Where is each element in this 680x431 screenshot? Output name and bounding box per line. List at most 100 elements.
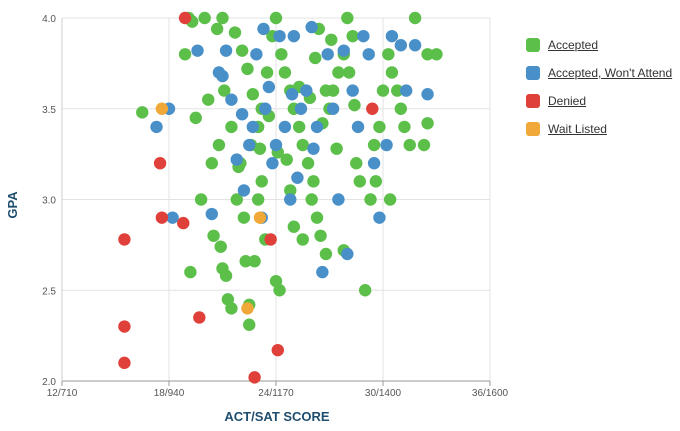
point-accepted	[275, 48, 288, 61]
point-accepted-won-t-attend	[246, 120, 260, 134]
point-accepted	[342, 66, 356, 79]
point-accepted	[350, 157, 363, 170]
point-accepted	[235, 44, 249, 57]
point-accepted	[330, 142, 343, 155]
point-accepted	[346, 29, 359, 43]
point-accepted-won-t-attend	[321, 48, 334, 61]
legend-item-denied[interactable]: Denied	[526, 87, 672, 115]
point-denied	[118, 356, 131, 370]
point-accepted-won-t-attend	[346, 84, 359, 97]
legend-swatch-denied	[526, 94, 540, 108]
point-accepted-won-t-attend	[266, 157, 279, 170]
point-accepted	[296, 138, 309, 152]
point-accepted	[251, 193, 265, 206]
point-wait-listed	[241, 302, 254, 315]
chart-axes	[61, 18, 491, 386]
legend-swatch-wait-listed	[526, 122, 540, 136]
point-accepted	[210, 22, 224, 36]
point-denied	[193, 311, 206, 324]
point-accepted-won-t-attend	[237, 184, 251, 197]
point-accepted-won-t-attend	[230, 153, 243, 166]
point-accepted	[216, 11, 229, 25]
point-accepted	[255, 175, 268, 188]
point-accepted-won-t-attend	[273, 29, 286, 43]
point-accepted-won-t-attend	[307, 142, 320, 155]
legend-item-accepted[interactable]: Accepted	[526, 31, 672, 59]
legend-label-wait-listed: Wait Listed	[548, 122, 607, 136]
point-accepted	[296, 233, 309, 246]
y-tick-label: 4.0	[42, 14, 56, 25]
point-accepted	[273, 284, 286, 297]
x-tick-label: 36/1600	[472, 388, 509, 399]
point-accepted-won-t-attend	[216, 69, 229, 83]
point-denied	[118, 320, 131, 333]
point-accepted	[225, 302, 238, 315]
point-accepted	[319, 84, 333, 97]
point-accepted	[189, 111, 202, 125]
point-accepted	[305, 193, 318, 206]
point-accepted-won-t-attend	[205, 207, 218, 221]
point-accepted	[382, 48, 395, 61]
point-accepted	[391, 84, 404, 97]
chart-points	[118, 11, 443, 384]
point-accepted-won-t-attend	[408, 39, 422, 52]
point-accepted	[212, 138, 226, 152]
point-accepted	[243, 318, 256, 331]
point-denied	[366, 102, 379, 115]
point-accepted-won-t-attend	[362, 48, 375, 61]
x-tick-label: 30/1400	[365, 388, 402, 399]
point-denied	[177, 216, 190, 230]
point-accepted-won-t-attend	[316, 265, 329, 279]
point-accepted	[284, 184, 297, 197]
legend-label-accepted-wont-attend: Accepted, Won't Attend	[548, 66, 673, 80]
point-accepted	[237, 211, 251, 224]
chart-legend: Accepted Accepted, Won't Attend Denied W…	[526, 31, 672, 143]
point-accepted	[230, 193, 243, 206]
point-accepted	[178, 48, 192, 61]
point-accepted	[241, 62, 254, 76]
point-accepted-won-t-attend	[257, 22, 270, 36]
point-accepted	[301, 157, 315, 170]
point-accepted	[239, 255, 252, 268]
x-tick-label: 12/710	[47, 388, 78, 399]
point-denied	[271, 343, 284, 357]
point-accepted	[403, 138, 416, 152]
point-accepted	[248, 255, 261, 268]
point-accepted-won-t-attend	[262, 80, 276, 94]
point-accepted-won-t-attend	[326, 102, 340, 115]
point-accepted-won-t-attend	[332, 193, 345, 206]
y-tick-label: 3.5	[42, 105, 56, 116]
point-accepted-won-t-attend	[259, 102, 272, 115]
point-accepted-won-t-attend	[399, 84, 413, 97]
point-accepted	[184, 265, 197, 279]
legend-item-wait-listed[interactable]: Wait Listed	[526, 115, 672, 143]
point-accepted	[383, 193, 397, 206]
point-accepted-won-t-attend	[337, 44, 350, 57]
point-denied	[153, 157, 167, 170]
point-accepted-won-t-attend	[166, 211, 179, 224]
point-denied	[178, 11, 192, 25]
x-axis-title: ACT/SAT SCORE	[224, 409, 330, 424]
point-accepted-won-t-attend	[250, 48, 263, 61]
point-accepted-won-t-attend	[357, 29, 370, 43]
point-denied	[155, 211, 169, 224]
legend-label-denied: Denied	[548, 94, 587, 108]
point-accepted	[353, 175, 367, 188]
point-accepted	[198, 11, 211, 25]
point-accepted	[319, 247, 333, 261]
point-accepted	[314, 229, 327, 242]
point-denied	[264, 233, 277, 246]
legend-item-accepted-wont-attend[interactable]: Accepted, Won't Attend	[526, 59, 672, 87]
point-accepted	[408, 11, 422, 25]
point-accepted-won-t-attend	[351, 120, 365, 134]
point-accepted	[253, 142, 267, 155]
point-accepted	[369, 175, 383, 188]
point-accepted	[430, 48, 443, 61]
point-accepted-won-t-attend	[150, 120, 163, 134]
point-accepted	[260, 66, 274, 79]
point-accepted	[341, 11, 354, 25]
point-accepted	[421, 117, 434, 130]
point-accepted-won-t-attend	[373, 211, 386, 224]
y-axis-title: GPA	[5, 191, 20, 219]
